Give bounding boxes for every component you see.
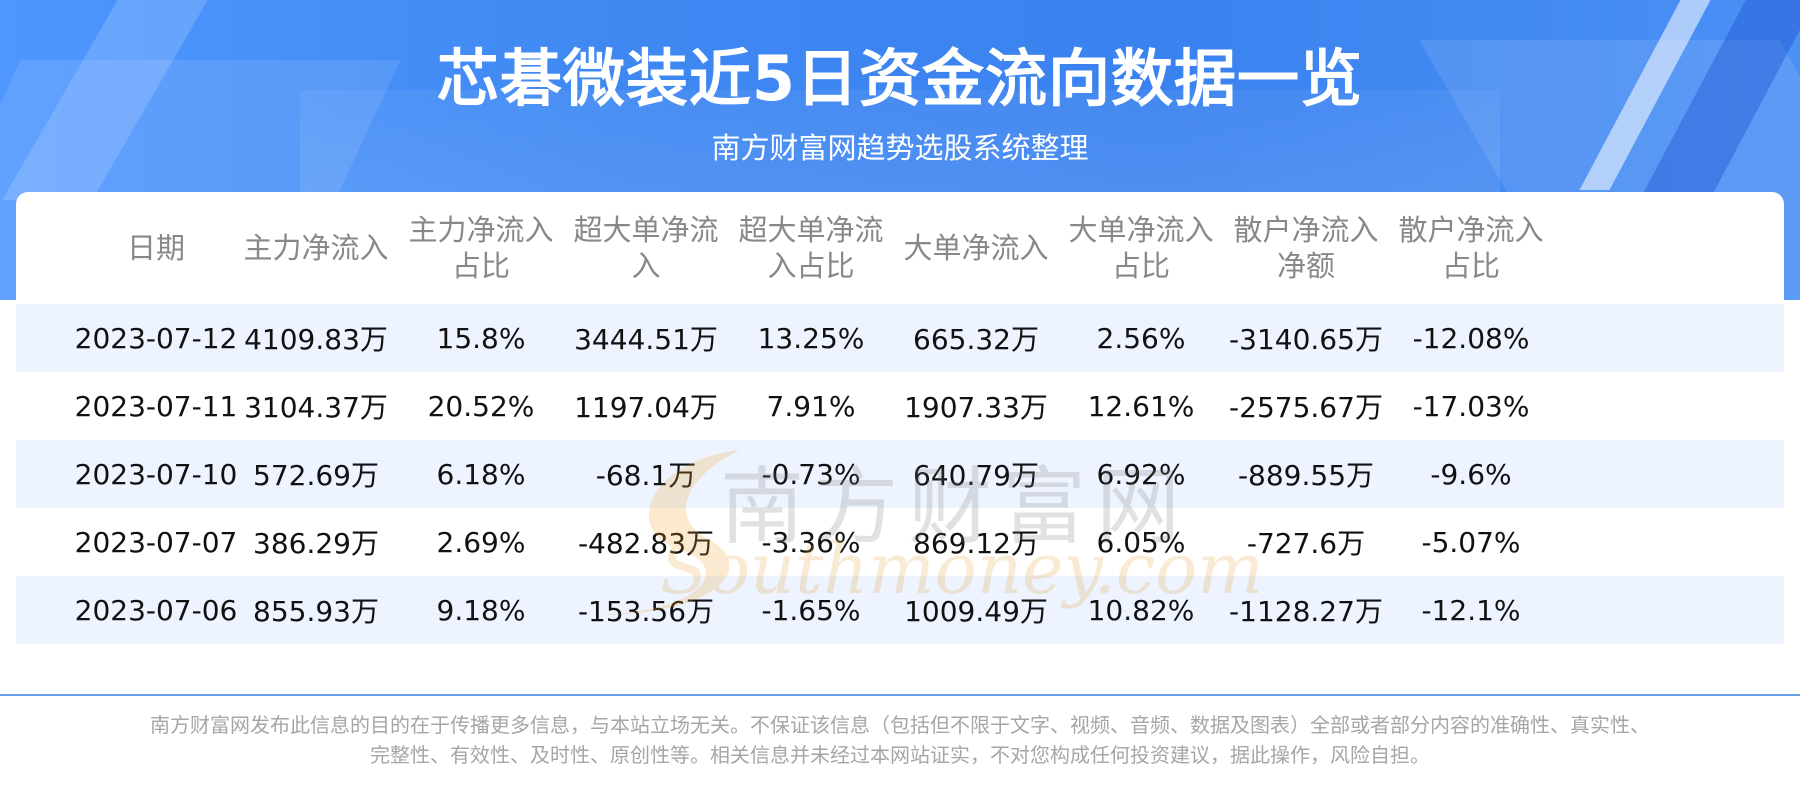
table-cell-retail-ratio: -12.1% bbox=[1421, 593, 1521, 627]
table-cell-large-ratio: 6.92% bbox=[1096, 457, 1186, 491]
column-header-large-ratio: 大单净流入 占比 bbox=[1068, 213, 1214, 283]
table-cell-main-inflow: 572.69万 bbox=[253, 459, 379, 492]
disclaimer-line-1: 南方财富网发布此信息的目的在于传播更多信息，与本站立场无关。不保证该信息（包括但… bbox=[150, 713, 1650, 737]
table-cell-large-ratio: 6.05% bbox=[1096, 525, 1186, 559]
data-table-card: 日期 主力净流入 主力净流入 占比 超大单净流入超大单净流 入占比 大单净流入 大单净流入 占比… bbox=[16, 192, 1784, 694]
table-cell-super-ratio: -1.65% bbox=[761, 593, 861, 627]
table-cell-super-inflow: -153.56万 bbox=[577, 595, 715, 628]
table-cell-super-ratio: -0.73% bbox=[761, 457, 861, 491]
table-cell-main-inflow: 386.29万 bbox=[253, 527, 379, 560]
column-header-retail-inflow: 散户净流入 净额 bbox=[1233, 213, 1379, 283]
table-cell-main-inflow: 4109.83万 bbox=[244, 323, 388, 356]
table-row: 2023-07-07 386.29万 2.69% -482.83万 -3.36% 869.… bbox=[16, 508, 1784, 576]
table-cell-super-inflow: -68.1万 bbox=[595, 459, 697, 492]
table-cell-super-inflow: 3444.51万 bbox=[574, 323, 718, 356]
table-cell-main-inflow: 3104.37万 bbox=[244, 391, 388, 424]
column-header-large-inflow: 大单净流入 bbox=[903, 231, 1049, 265]
disclaimer: 南方财富网发布此信息的目的在于传播更多信息，与本站立场无关。不保证该信息（包括但… bbox=[0, 710, 1800, 770]
table-cell-large-inflow: 1009.49万 bbox=[904, 595, 1048, 628]
divider bbox=[0, 694, 1800, 696]
table-cell-retail-inflow: -889.55万 bbox=[1237, 459, 1375, 492]
table-cell-retail-inflow: -3140.65万 bbox=[1229, 323, 1383, 356]
table-cell-date: 2023-07-07 bbox=[74, 525, 238, 559]
table-cell-date: 2023-07-06 bbox=[74, 593, 238, 627]
table-cell-date: 2023-07-12 bbox=[74, 321, 238, 355]
column-header-retail-ratio: 散户净流入 占比 bbox=[1398, 213, 1544, 283]
table-cell-retail-ratio: -5.07% bbox=[1421, 525, 1521, 559]
page-subtitle: 南方财富网趋势选股系统整理 bbox=[711, 131, 1089, 165]
table-cell-super-inflow: -482.83万 bbox=[577, 527, 715, 560]
column-header-main-ratio: 主力净流入 占比 bbox=[408, 213, 554, 283]
table-cell-retail-ratio: -9.6% bbox=[1430, 457, 1512, 491]
column-header-super-ratio: 超大单净流 入占比 bbox=[738, 213, 884, 283]
table-cell-retail-inflow: -727.6万 bbox=[1246, 527, 1366, 560]
table-cell-large-ratio: 12.61% bbox=[1087, 389, 1195, 423]
table-cell-main-ratio: 6.18% bbox=[436, 457, 526, 491]
page-title: 芯碁微装近5日资金流向数据一览 bbox=[436, 42, 1364, 115]
table-cell-large-inflow: 665.32万 bbox=[913, 323, 1039, 356]
table-cell-large-ratio: 10.82% bbox=[1087, 593, 1195, 627]
disclaimer-line-2: 完整性、有效性、及时性、原创性等。相关信息并未经过本网站证实，不对您构成任何投资… bbox=[370, 743, 1430, 767]
table-cell-super-ratio: -3.36% bbox=[761, 525, 861, 559]
table-cell-large-inflow: 869.12万 bbox=[913, 527, 1039, 560]
column-header-date: 日期 bbox=[126, 231, 185, 265]
column-header-main-inflow: 主力净流入 bbox=[243, 231, 389, 265]
table-cell-large-ratio: 2.56% bbox=[1096, 321, 1186, 355]
table-cell-large-inflow: 1907.33万 bbox=[904, 391, 1048, 424]
table-cell-retail-inflow: -1128.27万 bbox=[1229, 595, 1383, 628]
table-cell-retail-ratio: -12.08% bbox=[1412, 321, 1530, 355]
table-header-row: 日期 主力净流入 主力净流入 占比 超大单净流入超大单净流 入占比 大单净流入 大单净流入 占比… bbox=[16, 192, 1784, 304]
table-cell-main-inflow: 855.93万 bbox=[253, 595, 379, 628]
table-cell-retail-inflow: -2575.67万 bbox=[1229, 391, 1383, 424]
table-cell-main-ratio: 20.52% bbox=[427, 389, 535, 423]
table-row: 2023-07-06 855.93万 9.18% -153.56万 -1.65% 1009… bbox=[16, 576, 1784, 644]
table-cell-retail-ratio: -17.03% bbox=[1412, 389, 1530, 423]
table-cell-super-inflow: 1197.04万 bbox=[574, 391, 718, 424]
column-header-super-inflow: 超大单净流入 bbox=[573, 213, 719, 283]
table-cell-date: 2023-07-10 bbox=[74, 457, 238, 491]
table-cell-main-ratio: 15.8% bbox=[436, 321, 526, 355]
table-cell-super-ratio: 13.25% bbox=[757, 321, 865, 355]
table-cell-large-inflow: 640.79万 bbox=[913, 459, 1039, 492]
table-row: 2023-07-12 4109.83万 15.8% 3444.51万 13.25% 665… bbox=[16, 304, 1784, 372]
table-cell-super-ratio: 7.91% bbox=[766, 389, 856, 423]
table-cell-date: 2023-07-11 bbox=[74, 389, 238, 423]
table-row: 2023-07-11 3104.37万 20.52% 1197.04万 7.91% 190… bbox=[16, 372, 1784, 440]
table-cell-main-ratio: 9.18% bbox=[436, 593, 526, 627]
table-row: 2023-07-10 572.69万 6.18% -68.1万 -0.73% 640.79… bbox=[16, 440, 1784, 508]
table-cell-main-ratio: 2.69% bbox=[436, 525, 526, 559]
